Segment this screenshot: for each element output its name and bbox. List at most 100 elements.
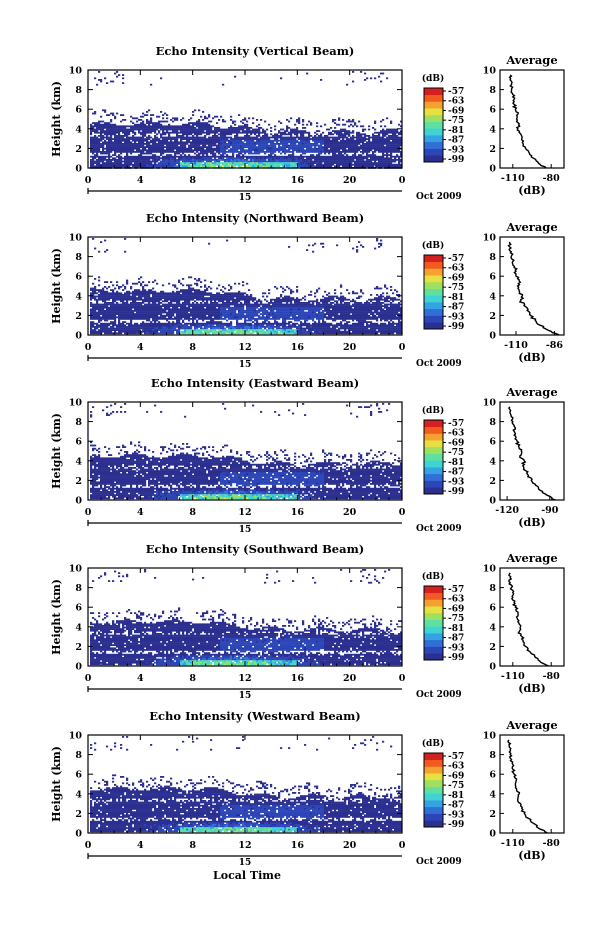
profile-y-tick-label: 8 bbox=[489, 583, 496, 594]
colorbar-segment bbox=[424, 806, 443, 814]
colorbar-segment bbox=[424, 128, 443, 136]
x-tick-label: 16 bbox=[291, 507, 305, 518]
colorbar-tick-label: -57 bbox=[448, 585, 464, 595]
panel-4: Echo Intensity (Southward Beam)0 4 8 12 16 20… bbox=[50, 542, 565, 701]
profile-x-tick-label: -80 bbox=[543, 671, 561, 682]
colorbar-tick-label: -63 bbox=[448, 264, 464, 274]
y-tick-label: 6 bbox=[75, 603, 82, 614]
x-tick-label: 8 bbox=[189, 673, 196, 684]
colorbar-tick-label: -93 bbox=[448, 477, 464, 487]
colorbar-segment bbox=[424, 619, 443, 627]
colorbar-segment bbox=[424, 420, 443, 428]
colorbar-segment bbox=[424, 467, 443, 475]
profile-x-tick-label: -80 bbox=[543, 173, 561, 184]
colorbar-segment bbox=[424, 820, 443, 828]
profile-y-tick-label: 10 bbox=[483, 564, 497, 575]
profile-y-tick-label: 2 bbox=[489, 144, 496, 155]
colorbar-tick-label: -63 bbox=[448, 595, 464, 605]
x-tick-label: 20 bbox=[343, 342, 357, 353]
profile-y-tick-label: 4 bbox=[489, 124, 496, 135]
profile-y-tick-label: 10 bbox=[483, 731, 497, 742]
colorbar-segment bbox=[424, 793, 443, 801]
x-tick-label: 12 bbox=[238, 673, 251, 684]
y-tick-label: 4 bbox=[75, 789, 82, 800]
y-tick-label: 6 bbox=[75, 105, 82, 116]
average-profile: Average 0 2 4 6 8 10 -110 -80(dB) bbox=[483, 551, 565, 695]
panel-1: Echo Intensity (Vertical Beam)0 4 8 12 16 20 0… bbox=[50, 44, 565, 203]
y-tick-label: 2 bbox=[75, 311, 82, 322]
colorbar-segment bbox=[424, 639, 443, 647]
profile-x-tick-label: -110 bbox=[501, 671, 525, 682]
colorbar-tick-label: -69 bbox=[448, 438, 464, 448]
profile-title: Average bbox=[505, 220, 557, 234]
panel-2: Echo Intensity (Northward Beam)0 4 8 12 16 20… bbox=[50, 211, 565, 370]
colorbar-segment bbox=[424, 114, 443, 122]
y-axis: 0 2 4 6 8 10 bbox=[69, 731, 402, 840]
y-tick-label: 4 bbox=[75, 124, 82, 135]
profile-y-tick-label: 4 bbox=[489, 789, 496, 800]
profile-y-tick-label: 0 bbox=[489, 662, 496, 673]
profile-frame bbox=[499, 401, 565, 501]
x-tick-label: 4 bbox=[137, 840, 144, 851]
colorbar-tick-label: -81 bbox=[448, 126, 464, 136]
y-tick-label: 4 bbox=[75, 291, 82, 302]
profile-y-tick-label: 6 bbox=[489, 603, 496, 614]
colorbar-segment bbox=[424, 281, 443, 289]
y-tick-label: 2 bbox=[75, 144, 82, 155]
colorbar-segment bbox=[424, 773, 443, 781]
y-tick-label: 2 bbox=[75, 476, 82, 487]
colorbar-tick-label: -63 bbox=[448, 429, 464, 439]
profile-frame bbox=[499, 69, 565, 169]
day-label: 15 bbox=[239, 360, 252, 370]
colorbar-segment bbox=[424, 88, 443, 96]
day-label: 15 bbox=[239, 193, 252, 203]
colorbar-tick-label: -75 bbox=[448, 781, 464, 791]
y-tick-label: 8 bbox=[75, 85, 82, 96]
profile-x-tick-label: -110 bbox=[501, 173, 525, 184]
x-tick-label: 0 bbox=[85, 175, 92, 186]
colorbar-segment bbox=[424, 94, 443, 102]
profile-y-tick-label: 6 bbox=[489, 770, 496, 781]
colorbar-frame bbox=[423, 752, 444, 828]
x-tick-label: 8 bbox=[189, 507, 196, 518]
colorbar-segment bbox=[424, 135, 443, 143]
y-tick-label: 8 bbox=[75, 750, 82, 761]
chart-title: Echo Intensity (Westward Beam) bbox=[149, 709, 360, 723]
x-tick-label: 8 bbox=[189, 840, 196, 851]
y-tick-label: 0 bbox=[75, 662, 82, 673]
colorbar-segment bbox=[424, 626, 443, 634]
colorbar-segment bbox=[424, 480, 443, 488]
colorbar-tick-label: -75 bbox=[448, 283, 464, 293]
day-label: 15 bbox=[239, 691, 252, 701]
x-tick-label: 12 bbox=[238, 342, 251, 353]
colorbar: -57-63-69-75-81-87-93-99 bbox=[423, 419, 464, 497]
colorbar: -57-63-69-75-81-87-93-99 bbox=[423, 254, 464, 332]
average-profile: Average 0 2 4 6 8 10 -120 -90(dB) bbox=[483, 385, 565, 529]
heatmap-cells bbox=[90, 403, 403, 500]
x-tick-label: 16 bbox=[291, 840, 305, 851]
profile-x-label: (dB) bbox=[518, 682, 545, 695]
date-label: Oct 2009 bbox=[416, 524, 462, 534]
colorbar-segment bbox=[424, 440, 443, 448]
colorbar-unit: (dB) bbox=[422, 240, 444, 251]
y-tick-label: 4 bbox=[75, 622, 82, 633]
x-axis: 0 4 8 12 16 20 0 bbox=[85, 402, 406, 518]
profile-y-tick-label: 10 bbox=[483, 66, 497, 77]
x-tick-label: 4 bbox=[137, 342, 144, 353]
heatmap-cells bbox=[90, 569, 403, 666]
colorbar-tick-label: -75 bbox=[448, 448, 464, 458]
colorbar-tick-label: -99 bbox=[448, 322, 464, 332]
y-axis-label: Height (km) bbox=[50, 81, 63, 157]
colorbar-tick-label: -69 bbox=[448, 771, 464, 781]
colorbar-tick-label: -87 bbox=[448, 468, 464, 478]
colorbar-segment bbox=[424, 108, 443, 116]
x-tick-label: 0 bbox=[85, 673, 92, 684]
profile-line bbox=[508, 406, 556, 501]
profile-line bbox=[508, 572, 549, 667]
colorbar-segment bbox=[424, 101, 443, 109]
x-tick-label: 0 bbox=[399, 175, 406, 186]
profile-x-label: (dB) bbox=[518, 516, 545, 529]
profile-y-tick-label: 6 bbox=[489, 105, 496, 116]
colorbar-segment bbox=[424, 315, 443, 323]
date-label: Oct 2009 bbox=[416, 857, 462, 867]
